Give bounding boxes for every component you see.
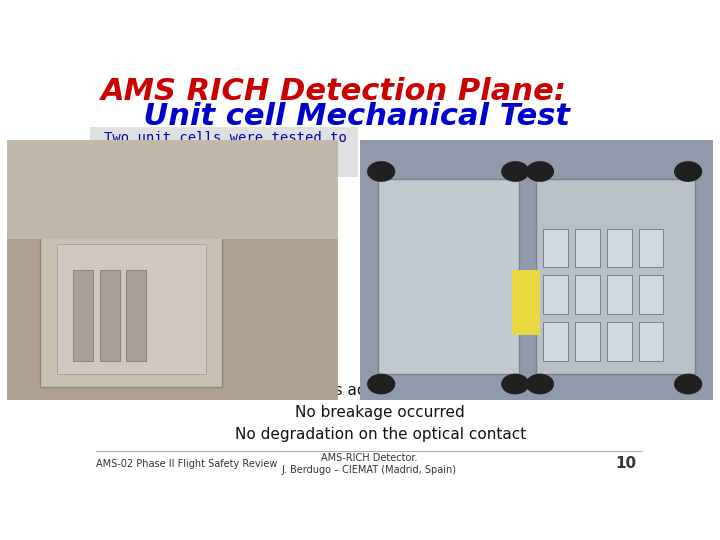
Circle shape (367, 374, 395, 394)
Bar (100, 270, 120, 361)
Circle shape (367, 161, 395, 182)
Bar (639, 275, 663, 314)
Text: 10: 10 (616, 456, 637, 471)
Bar (40, 231, 222, 387)
Circle shape (526, 374, 554, 394)
Bar (377, 179, 518, 374)
Circle shape (501, 374, 529, 394)
Bar (512, 270, 540, 335)
Bar (607, 275, 631, 314)
Bar (544, 228, 568, 267)
Bar (7, 140, 338, 239)
Bar (607, 322, 631, 361)
Bar (544, 322, 568, 361)
Text: The wires accomplished 38 g
No breakage occurred
No degradation on the optical c: The wires accomplished 38 g No breakage … (235, 383, 526, 442)
Bar (544, 275, 568, 314)
Text: AMS-RICH Detector.
J. Berdugo – CIEMAT (Madrid, Spain): AMS-RICH Detector. J. Berdugo – CIEMAT (… (282, 453, 456, 475)
Bar (639, 322, 663, 361)
Circle shape (674, 374, 702, 394)
Text: AMS-02 Phase II Flight Safety Review: AMS-02 Phase II Flight Safety Review (96, 459, 277, 469)
Text: Two unit cells were tested to
reach the breakage point: Two unit cells were tested to reach the … (104, 131, 347, 161)
Text: AMS RICH Detection Plane:: AMS RICH Detection Plane: (101, 77, 567, 106)
Text: Unit cell Mechanical Test: Unit cell Mechanical Test (101, 102, 570, 131)
Bar (575, 322, 600, 361)
Bar (607, 228, 631, 267)
Bar (57, 244, 206, 374)
Bar (536, 179, 696, 374)
Circle shape (526, 161, 554, 182)
Bar (575, 228, 600, 267)
Circle shape (674, 161, 702, 182)
FancyBboxPatch shape (90, 127, 358, 177)
Circle shape (501, 161, 529, 182)
Bar (127, 270, 146, 361)
Bar (73, 270, 94, 361)
Bar (575, 275, 600, 314)
Bar (639, 228, 663, 267)
